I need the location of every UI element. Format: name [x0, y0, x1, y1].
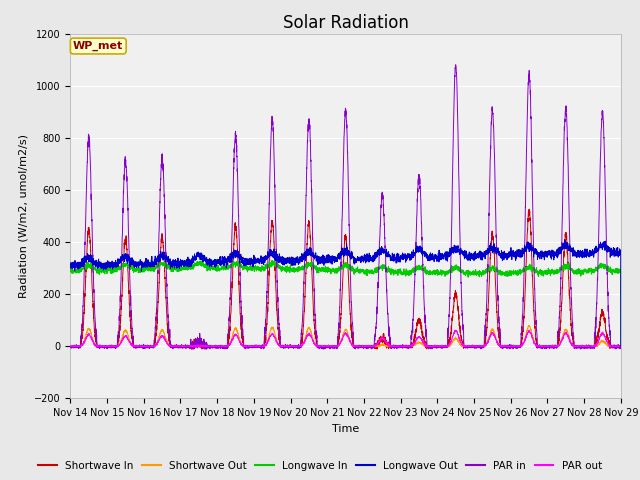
Legend: Shortwave In, Shortwave Out, Longwave In, Longwave Out, PAR in, PAR out: Shortwave In, Shortwave Out, Longwave In… [34, 456, 606, 475]
X-axis label: Time: Time [332, 424, 359, 433]
Title: Solar Radiation: Solar Radiation [283, 14, 408, 32]
Text: WP_met: WP_met [73, 41, 124, 51]
Y-axis label: Radiation (W/m2, umol/m2/s): Radiation (W/m2, umol/m2/s) [19, 134, 29, 298]
